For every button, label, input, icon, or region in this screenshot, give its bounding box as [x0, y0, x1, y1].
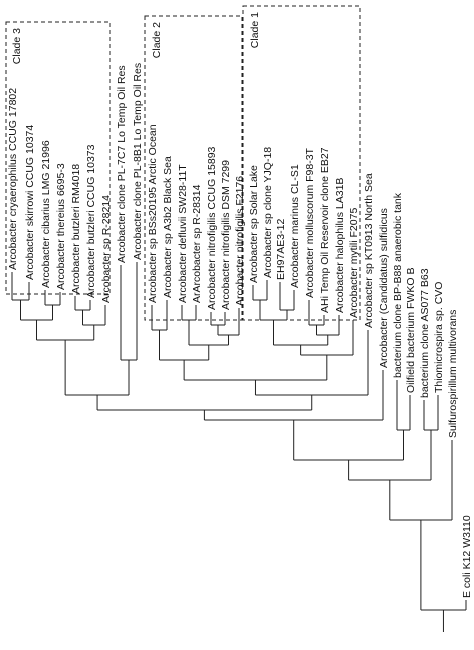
leaf-label: Sulfurospirillum multivorans [447, 310, 459, 438]
leaf-label: AHi Temp Oil Reservoir clone EB27 [319, 147, 331, 313]
leaf-label: Arcobacter nitrofigilis F2176 [234, 176, 246, 306]
leaf-label: Arcobacter clone PL-8B1 Lo Temp Oil Res [132, 63, 144, 260]
leaf-label: Oilfield bacterium FWKO B [405, 268, 417, 393]
leaf-label: EH97AE3-12 [275, 219, 287, 280]
leaf-label: Arcobacter mytili F2075 [348, 208, 360, 318]
leaf-label: Arcobacter (Candidatus) sulfidicus [378, 208, 390, 368]
leaf-label: Arcobacter cibarius LMG 21996 [40, 140, 52, 288]
clade-label: Clade 1 [249, 12, 261, 48]
leaf-label: Arcobacter halophilus LA31B [334, 178, 346, 313]
clade-box [242, 5, 361, 321]
leaf-label: Arcobacter nitrofigilis DSM 7299 [220, 160, 232, 310]
leaf-label: Arcobacter butzleri RM4018 [70, 164, 82, 294]
leaf-label: Arcobacter skirrowi CCUG 10374 [24, 125, 36, 280]
leaf-label: Arcobacter defluvii SW28-11T [177, 164, 189, 303]
clade-label: Clade 3 [11, 28, 23, 64]
leaf-label: Arcobacter thereius 6695-3 [55, 163, 67, 290]
leaf-label: Arcobacter sp KT0913 North Sea [363, 173, 375, 328]
leaf-label: Arcobacter clone PL-7C7 Lo Temp Oil Res [116, 65, 128, 263]
leaf-label: Arcobacter sp clone YJQ-18 [262, 147, 274, 278]
leaf-label: bacterium clone AS077 B63 [419, 268, 431, 398]
leaf-label: Arcobacter marinus CL-S1 [289, 164, 301, 288]
clade-box [5, 21, 111, 295]
leaf-label: Arcobacter sp R-28214 [100, 195, 112, 303]
leaf-label: Arcobacter nitrofigilis CCUG 15893 [206, 146, 218, 310]
leaf-label: Thiomicrospira sp. CVO [433, 282, 445, 393]
leaf-label: ArArcobacter sp R-28314 [191, 184, 203, 303]
leaf-label: Arcobacter butzleri CCUG 10373 [85, 144, 97, 298]
leaf-label: bacterium clone BP-B88 anaerobic tank [392, 192, 404, 378]
leaf-label: Arcobacter molluscorum F98-3T [304, 147, 316, 298]
leaf-label: Arcobacter cryaerophilus CCUG 17802 [7, 88, 19, 270]
leaf-label: Arcobacter sp BSs20195 Arctic Ocean [147, 124, 159, 303]
leaf-label: E coli K12 W3110 [461, 515, 473, 598]
leaf-label: Arcobacter sp A3b2 Black Sea [162, 156, 174, 298]
clade-label: Clade 2 [151, 22, 163, 58]
leaf-label: Arcobacter sp Solar Lake [248, 165, 260, 283]
